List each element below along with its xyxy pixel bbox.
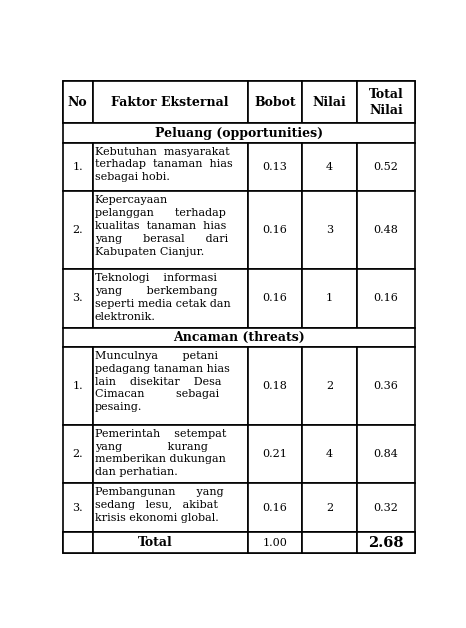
Bar — [62, 143, 93, 192]
Text: 3: 3 — [326, 225, 333, 236]
Bar — [93, 269, 247, 328]
Bar — [247, 269, 302, 328]
Text: 3.: 3. — [72, 293, 83, 303]
Text: 0.16: 0.16 — [262, 293, 288, 303]
Bar — [62, 123, 415, 143]
Text: 0.36: 0.36 — [374, 381, 398, 391]
Bar — [302, 425, 357, 484]
Text: 1.: 1. — [72, 381, 83, 391]
Bar — [247, 532, 302, 553]
Text: Kepercayaan
pelanggan      terhadap
kualitas  tanaman  hias
yang      berasal   : Kepercayaan pelanggan terhadap kualitas … — [95, 195, 228, 256]
Bar — [62, 532, 415, 553]
Bar — [357, 532, 415, 553]
Bar — [93, 143, 247, 192]
Text: Peluang (opportunities): Peluang (opportunities) — [155, 127, 323, 139]
Text: 0.18: 0.18 — [262, 381, 288, 391]
Text: 0.13: 0.13 — [262, 162, 288, 172]
Text: Faktor Eksternal: Faktor Eksternal — [111, 95, 229, 109]
Bar — [357, 484, 415, 532]
Bar — [302, 484, 357, 532]
Text: Munculnya       petani
pedagang tanaman hias
lain    disekitar    Desa
Cimacan  : Munculnya petani pedagang tanaman hias l… — [95, 351, 230, 412]
Text: 2.68: 2.68 — [368, 536, 404, 550]
Text: 1.00: 1.00 — [262, 538, 288, 548]
Bar — [357, 269, 415, 328]
Bar — [302, 192, 357, 269]
Text: 0.52: 0.52 — [374, 162, 398, 172]
Bar — [247, 484, 302, 532]
Bar — [247, 425, 302, 484]
Text: 2.: 2. — [72, 225, 83, 236]
Bar — [62, 81, 93, 123]
Text: Pemerintah    setempat
yang             kurang
memberikan dukungan
dan perhatian: Pemerintah setempat yang kurang memberik… — [95, 429, 226, 477]
Bar — [357, 81, 415, 123]
Bar — [93, 81, 247, 123]
Bar — [357, 192, 415, 269]
Text: 2: 2 — [326, 381, 333, 391]
Text: Pembangunan      yang
sedang   lesu,   akibat
krisis ekonomi global.: Pembangunan yang sedang lesu, akibat kri… — [95, 487, 223, 523]
Bar — [302, 347, 357, 425]
Bar — [247, 192, 302, 269]
Bar — [302, 81, 357, 123]
Bar — [62, 192, 93, 269]
Bar — [62, 532, 93, 553]
Bar — [93, 425, 247, 484]
Text: 1: 1 — [326, 293, 333, 303]
Text: 0.48: 0.48 — [374, 225, 398, 236]
Text: 2.: 2. — [72, 449, 83, 459]
Text: 1.: 1. — [72, 162, 83, 172]
Text: 0.16: 0.16 — [262, 225, 288, 236]
Bar — [62, 425, 93, 484]
Bar — [93, 532, 247, 553]
Text: Teknologi    informasi
yang       berkembang
seperti media cetak dan
elektronik.: Teknologi informasi yang berkembang sepe… — [95, 273, 231, 322]
Text: 3.: 3. — [72, 502, 83, 512]
Bar — [62, 81, 415, 123]
Bar — [357, 425, 415, 484]
Bar — [247, 347, 302, 425]
Text: 0.16: 0.16 — [262, 502, 288, 512]
Text: Total
Nilai: Total Nilai — [369, 88, 404, 117]
Text: Ancaman (threats): Ancaman (threats) — [173, 331, 305, 344]
Bar — [302, 143, 357, 192]
Bar — [93, 484, 247, 532]
Text: 0.16: 0.16 — [374, 293, 398, 303]
Bar — [302, 269, 357, 328]
Text: 2: 2 — [326, 502, 333, 512]
Bar — [62, 328, 415, 347]
Text: 4: 4 — [326, 449, 333, 459]
Bar — [62, 269, 93, 328]
Bar — [247, 81, 302, 123]
Bar — [93, 347, 247, 425]
Bar — [62, 484, 93, 532]
Text: 4: 4 — [326, 162, 333, 172]
Text: 0.32: 0.32 — [374, 502, 398, 512]
Bar — [247, 143, 302, 192]
Bar — [62, 347, 93, 425]
Bar — [302, 532, 357, 553]
Text: No: No — [68, 95, 88, 109]
Text: 0.84: 0.84 — [374, 449, 398, 459]
Bar — [93, 192, 247, 269]
Bar — [357, 143, 415, 192]
Text: Total: Total — [138, 536, 172, 549]
Text: Kebutuhan  masyarakat
terhadap  tanaman  hias
sebagai hobi.: Kebutuhan masyarakat terhadap tanaman hi… — [95, 147, 233, 182]
Text: Bobot: Bobot — [254, 95, 296, 109]
Bar — [357, 347, 415, 425]
Text: Nilai: Nilai — [313, 95, 346, 109]
Text: 0.21: 0.21 — [262, 449, 288, 459]
